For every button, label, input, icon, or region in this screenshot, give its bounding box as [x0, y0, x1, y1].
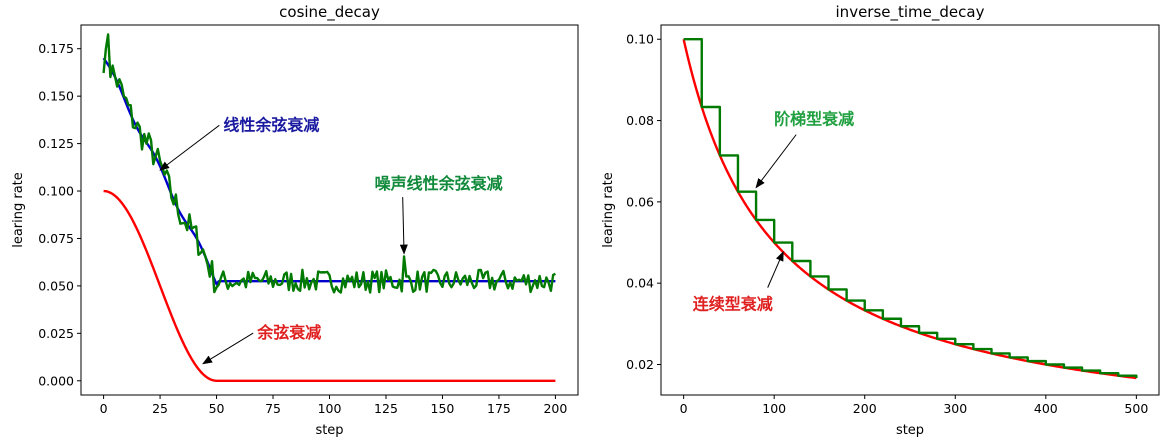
y-tick-label: 0.025 — [38, 326, 74, 341]
y-tick-label: 0.050 — [38, 278, 74, 293]
y-tick-label: 0.175 — [38, 41, 74, 56]
annotation-label: 阶梯型衰减 — [774, 110, 854, 129]
y-tick-label: 0.075 — [38, 231, 74, 246]
y-tick-label: 0.06 — [626, 194, 654, 209]
series-line-cosine — [103, 189, 556, 382]
series-line-linear-cosine — [102, 57, 556, 286]
inverse-time-decay-ticks: 0 100 200 300 400 500 0.02 0.04 0.06 0.08 0.10 — [626, 32, 1148, 416]
annotation-arrow — [755, 134, 797, 189]
annotation-arrow — [399, 197, 408, 255]
x-tick-label: 300 — [943, 401, 967, 416]
inverse-time-decay-plot-frame — [660, 24, 1160, 396]
annotation-arrow — [767, 250, 784, 288]
annotation-arrow — [159, 124, 220, 171]
y-tick-label: 0.125 — [38, 136, 74, 151]
cosine-decay-plot: cosine_decay step learing rate 0 25 50 75 10… — [11, 3, 579, 438]
inverse-time-decay-ylabel: learing rate — [601, 172, 616, 248]
inverse-time-decay-plot: inverse_time_decay step learing rate 0 10… — [601, 3, 1160, 438]
inverse-time-decay-xlabel: step — [896, 423, 924, 438]
annotation-label: 线性余弦衰减 — [223, 115, 319, 134]
x-tick-label: 500 — [1124, 401, 1148, 416]
y-tick-label: 0.08 — [626, 113, 654, 128]
x-tick-label: 100 — [318, 401, 342, 416]
cosine-decay-ylabel: learing rate — [11, 172, 26, 248]
y-tick-label: 0.100 — [38, 184, 74, 199]
cosine-decay-series — [102, 33, 556, 382]
series-line-staircase — [683, 38, 1138, 379]
series-line-continuous — [682, 38, 1137, 380]
y-tick-label: 0.10 — [626, 32, 654, 47]
inverse-time-decay-series — [682, 38, 1138, 380]
annotation-arrow — [202, 332, 254, 365]
x-tick-label: 75 — [265, 401, 281, 416]
annotation-label: 余弦衰减 — [256, 323, 321, 342]
x-tick-label: 25 — [152, 401, 168, 416]
series-line-noisy-linear-cosine — [102, 33, 556, 294]
x-tick-label: 0 — [680, 401, 688, 416]
x-tick-label: 150 — [431, 401, 455, 416]
y-tick-label: 0.150 — [38, 89, 74, 104]
x-tick-label: 400 — [1034, 401, 1058, 416]
y-tick-label: 0.000 — [38, 373, 74, 388]
cosine-decay-ticks: 0 25 50 75 100 125 150 175 200 0.000 0.025 0.050 0.0… — [38, 41, 567, 416]
cosine-decay-plot-frame — [80, 24, 579, 396]
annotation-label: 噪声线性余弦衰减 — [375, 174, 503, 193]
x-tick-label: 100 — [762, 401, 786, 416]
cosine-decay-xlabel: step — [315, 423, 343, 438]
x-tick-label: 0 — [100, 401, 108, 416]
annotation-label: 连续型衰减 — [693, 295, 773, 314]
cosine-decay-title: cosine_decay — [279, 3, 380, 22]
x-tick-label: 200 — [853, 401, 877, 416]
inverse-time-decay-title: inverse_time_decay — [836, 3, 985, 22]
y-tick-label: 0.02 — [626, 357, 654, 372]
x-tick-label: 175 — [487, 401, 511, 416]
x-tick-label: 200 — [543, 401, 567, 416]
y-tick-label: 0.04 — [626, 276, 654, 291]
x-tick-label: 125 — [374, 401, 398, 416]
x-tick-label: 50 — [209, 401, 225, 416]
